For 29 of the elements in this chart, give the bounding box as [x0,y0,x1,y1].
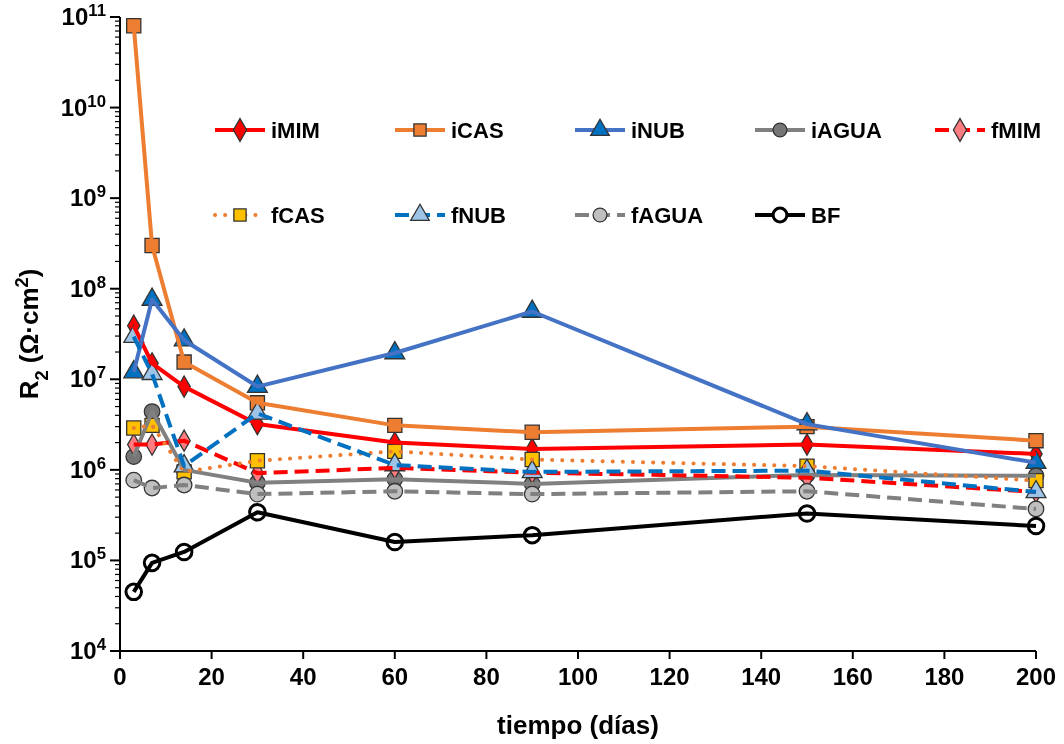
y-tick-label: 10$^{5}$ [69,543,106,574]
legend-label: iCAS [451,118,504,143]
x-axis-title: tiempo (días) [497,710,659,740]
legend-label: fAGUA [631,203,704,228]
y-tick-label: 10$^{10}$ [60,91,106,121]
y-tick-label: 10$^{11}$ [61,0,106,30]
legend-label: fMIM [991,118,1042,143]
x-tick-label: 40 [289,663,317,690]
y-tick-label: 10$^{8}$ [69,272,106,302]
y-tick-label: 10$^{7}$ [69,362,106,393]
y-tick-label: 10$^{6}$ [69,453,106,483]
x-tick-label: 80 [473,663,500,690]
x-tick-label: 200 [1015,663,1057,690]
x-tick-label: 20 [198,663,225,690]
y-tick-label: 10$^{9}$ [69,181,106,212]
legend-label: iNUB [631,118,685,143]
x-tick-label: 60 [381,663,409,690]
x-tick-label: 0 [113,663,127,690]
x-tick-label: 120 [649,663,690,690]
x-tick-label: 160 [832,663,873,690]
legend-label: fNUB [451,203,506,228]
legend-label: iMIM [271,118,320,143]
x-tick-label: 140 [741,663,782,690]
x-tick-label: 180 [924,663,965,690]
y-tick-label: 10$^{4}$ [69,634,107,664]
legend-label: BF [811,203,841,228]
legend-label: iAGUA [811,118,882,143]
x-tick-label: 100 [557,663,599,690]
legend-label: fCAS [271,203,325,228]
